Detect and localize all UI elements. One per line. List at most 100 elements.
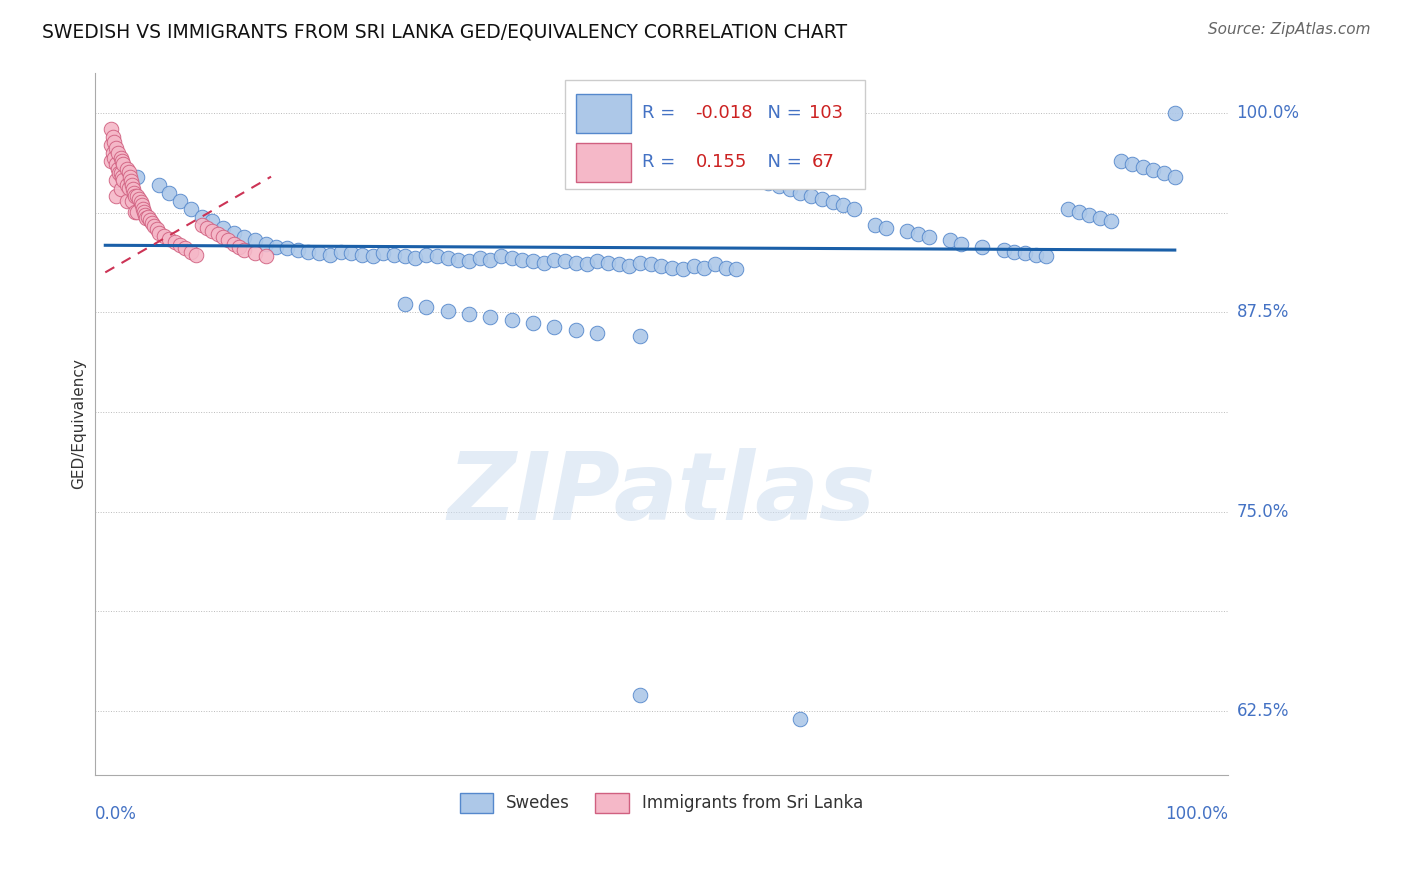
Text: SWEDISH VS IMMIGRANTS FROM SRI LANKA GED/EQUIVALENCY CORRELATION CHART: SWEDISH VS IMMIGRANTS FROM SRI LANKA GED…: [42, 22, 848, 41]
Point: [124, 189, 146, 203]
Point: [756, 176, 779, 190]
Point: [121, 178, 143, 192]
Point: [628, 256, 651, 270]
Point: [350, 248, 373, 262]
Point: [131, 198, 153, 212]
Point: [136, 210, 159, 224]
Point: [186, 248, 208, 262]
Point: [1111, 153, 1133, 168]
Point: [479, 252, 502, 267]
Legend: Swedes, Immigrants from Sri Lanka: Swedes, Immigrants from Sri Lanka: [453, 787, 870, 819]
Point: [104, 157, 127, 171]
Point: [682, 259, 704, 273]
Point: [1088, 211, 1111, 226]
Point: [169, 238, 191, 252]
Point: [153, 228, 176, 243]
Point: [596, 256, 619, 270]
Point: [128, 192, 150, 206]
Point: [747, 173, 769, 187]
Point: [276, 242, 298, 256]
Point: [779, 182, 801, 196]
FancyBboxPatch shape: [576, 144, 631, 182]
Point: [394, 297, 416, 311]
Point: [233, 230, 256, 244]
Point: [361, 249, 384, 263]
Point: [501, 313, 523, 327]
Point: [1142, 163, 1164, 178]
Text: N =: N =: [755, 153, 813, 171]
Point: [565, 256, 588, 270]
Point: [143, 219, 166, 234]
Point: [145, 222, 167, 236]
Text: 67: 67: [813, 153, 835, 171]
Point: [907, 227, 929, 241]
Point: [1099, 214, 1122, 228]
Y-axis label: GED/Equivalency: GED/Equivalency: [72, 359, 86, 490]
Point: [107, 145, 129, 160]
Point: [993, 243, 1015, 257]
Point: [479, 310, 502, 324]
Point: [939, 234, 962, 248]
Point: [122, 186, 145, 200]
Point: [1014, 246, 1036, 260]
Text: 100.0%: 100.0%: [1166, 805, 1229, 823]
Point: [266, 240, 288, 254]
Point: [565, 323, 588, 337]
Point: [104, 173, 127, 187]
Text: -0.018: -0.018: [696, 104, 754, 122]
Point: [112, 157, 135, 171]
Point: [108, 166, 131, 180]
Point: [832, 198, 855, 212]
Point: [661, 260, 683, 275]
Text: 75.0%: 75.0%: [1237, 503, 1289, 521]
Point: [101, 129, 124, 144]
Point: [112, 173, 135, 187]
Point: [522, 317, 544, 331]
Point: [373, 246, 395, 260]
Point: [972, 240, 994, 254]
Point: [468, 251, 491, 265]
Point: [110, 166, 132, 180]
Point: [297, 244, 319, 259]
Point: [111, 153, 134, 168]
Point: [1067, 204, 1090, 219]
Point: [104, 189, 127, 203]
Text: R =: R =: [643, 104, 681, 122]
Point: [703, 257, 725, 271]
Point: [821, 195, 844, 210]
Point: [121, 194, 143, 208]
Point: [141, 216, 163, 230]
Point: [207, 227, 229, 241]
Point: [650, 259, 672, 273]
Point: [111, 169, 134, 184]
Point: [118, 169, 141, 184]
Point: [190, 210, 212, 224]
Point: [789, 712, 811, 726]
Point: [228, 240, 250, 254]
Point: [127, 204, 149, 219]
Point: [896, 224, 918, 238]
Point: [436, 303, 458, 318]
Point: [118, 165, 141, 179]
Point: [148, 178, 170, 192]
Point: [1164, 106, 1187, 120]
Point: [725, 262, 748, 277]
Text: 0.155: 0.155: [696, 153, 747, 171]
Point: [714, 260, 737, 275]
Point: [394, 249, 416, 263]
Point: [110, 151, 132, 165]
Point: [875, 220, 897, 235]
Point: [100, 153, 122, 168]
Point: [180, 202, 202, 216]
Point: [426, 249, 449, 263]
Point: [201, 224, 224, 238]
Point: [693, 260, 716, 275]
Point: [489, 249, 512, 263]
Point: [131, 202, 153, 216]
Point: [118, 181, 141, 195]
Text: Source: ZipAtlas.com: Source: ZipAtlas.com: [1208, 22, 1371, 37]
Point: [619, 259, 641, 273]
Point: [512, 252, 534, 267]
Point: [122, 182, 145, 196]
Point: [1002, 244, 1025, 259]
